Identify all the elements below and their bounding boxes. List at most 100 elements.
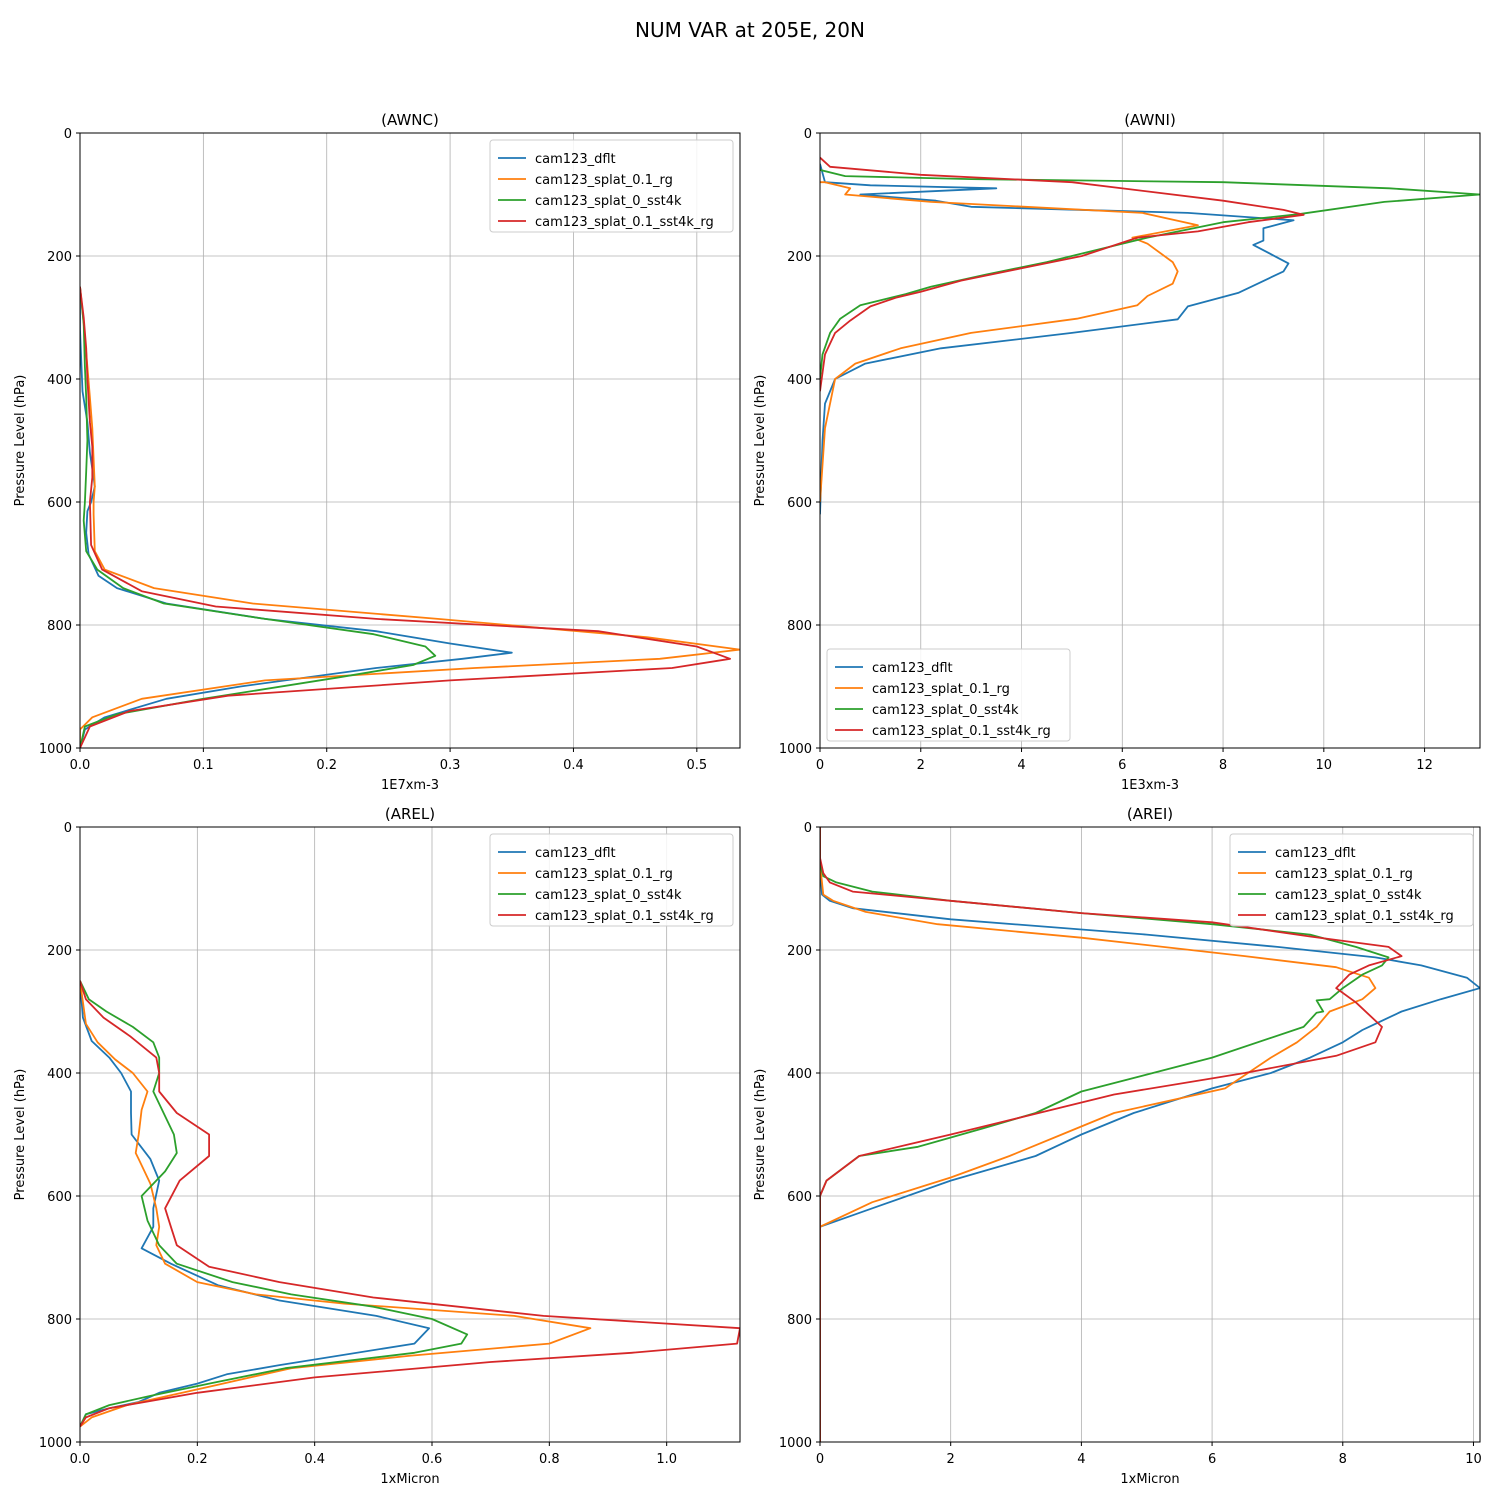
x-tick-label: 8 (1339, 1452, 1347, 1467)
x-tick-label: 1.0 (656, 1452, 677, 1467)
panel-awni: 0 2 4 6 8 10 12 0 200 400 600 800 1000 (AWNI) 1E3xm-3 P… (753, 111, 1481, 793)
legend-label: cam123_splat_0_sst4k (535, 194, 682, 209)
x-tick-label: 0.6 (422, 1452, 443, 1467)
x-tick-label: 10 (1316, 758, 1333, 773)
x-axis-label: 1E7xm-3 (381, 778, 439, 793)
x-tick-label: 0.4 (304, 1452, 325, 1467)
legend-label: cam123_splat_0_sst4k (872, 703, 1019, 718)
y-tick-label: 800 (47, 1313, 72, 1328)
y-tick-label: 200 (47, 250, 72, 265)
figure-suptitle: NUM VAR at 205E, 20N (635, 18, 865, 42)
series-line-cam123-splat-0-sst4k (820, 827, 1390, 1442)
x-axis-label: 1E3xm-3 (1121, 778, 1179, 793)
panel-title: (AWNC) (381, 111, 439, 129)
legend-label: cam123_splat_0.1_rg (1275, 867, 1413, 882)
series-line-cam123-splat-0-1-sst4k-rg (820, 156, 1305, 392)
y-tick-label: 1000 (39, 1436, 72, 1451)
y-tick-label: 0 (64, 821, 72, 836)
y-tick-label: 400 (787, 373, 812, 388)
legend-label: cam123_dflt (535, 846, 616, 861)
x-tick-label: 0.5 (686, 758, 707, 773)
legend-box (826, 648, 1071, 742)
series-line-cam123-splat-0-1-rg (80, 286, 740, 748)
y-tick-label: 400 (47, 1067, 72, 1082)
series-line-cam123-splat-0-1-sst4k-rg (80, 286, 731, 748)
series-line-cam123-dflt (820, 163, 1295, 515)
x-tick-label: 0.8 (539, 1452, 560, 1467)
x-tick-label: 2 (917, 758, 925, 773)
x-tick-label: 0 (816, 1452, 824, 1467)
y-tick-label: 600 (787, 1190, 812, 1205)
series-line-cam123-splat-0-1-rg (80, 980, 592, 1428)
legend-label: cam123_splat_0_sst4k (535, 888, 682, 903)
y-axis-label: Pressure Level (hPa) (753, 375, 768, 507)
y-tick-label: 800 (787, 1313, 812, 1328)
series-group (80, 286, 740, 748)
series-line-cam123-dflt (80, 286, 513, 748)
legend-box (1229, 833, 1474, 927)
y-axis-label: Pressure Level (hPa) (13, 375, 28, 507)
x-axis-label: 1xMicron (1120, 1472, 1179, 1487)
legend-label: cam123_splat_0_sst4k (1275, 888, 1422, 903)
legend-label: cam123_splat_0.1_rg (872, 682, 1010, 697)
y-axis-label: Pressure Level (hPa) (753, 1069, 768, 1201)
series-group (820, 156, 1480, 515)
x-tick-label: 10 (1465, 1452, 1482, 1467)
x-tick-label: 2 (947, 1452, 955, 1467)
axes-frame (79, 132, 741, 749)
y-tick-label: 1000 (39, 742, 72, 757)
y-tick-label: 600 (47, 496, 72, 511)
y-tick-label: 200 (787, 250, 812, 265)
x-tick-label: 12 (1416, 758, 1433, 773)
axes-frame (819, 826, 1481, 1443)
x-tick-label: 6 (1208, 1452, 1216, 1467)
x-tick-label: 0 (816, 758, 824, 773)
legend-label: cam123_splat_0.1_sst4k_rg (1275, 909, 1454, 924)
x-tick-label: 0.1 (193, 758, 214, 773)
legend-label: cam123_splat_0.1_rg (535, 173, 673, 188)
series-line-cam123-splat-0-1-rg (820, 181, 1199, 503)
legend-label: cam123_dflt (535, 152, 616, 167)
panel-title: (AWNI) (1124, 111, 1176, 129)
series-line-cam123-splat-0-sst4k (80, 980, 469, 1427)
legend: cam123_dflt cam123_splat_0.1_rg cam123_spl… (489, 139, 734, 233)
y-tick-label: 0 (804, 127, 812, 142)
series-line-cam123-dflt (820, 827, 1480, 1442)
y-tick-label: 200 (787, 944, 812, 959)
legend-box (489, 139, 734, 233)
x-tick-label: 0.2 (316, 758, 337, 773)
legend-label: cam123_splat_0.1_rg (535, 867, 673, 882)
series-line-cam123-dflt (80, 980, 431, 1427)
y-tick-label: 600 (47, 1190, 72, 1205)
x-tick-label: 0.0 (70, 758, 91, 773)
legend-label: cam123_dflt (872, 661, 953, 676)
series-group (820, 827, 1480, 1442)
legend-label: cam123_splat_0.1_sst4k_rg (535, 909, 714, 924)
y-tick-label: 1000 (779, 1436, 812, 1451)
y-tick-label: 200 (47, 944, 72, 959)
y-tick-label: 0 (804, 821, 812, 836)
legend: cam123_dflt cam123_splat_0.1_rg cam123_spl… (489, 833, 734, 927)
panel-awnc: 0.0 0.1 0.2 0.3 0.4 0.5 0 200 400 600 800 1000 (AWNC… (13, 111, 741, 793)
series-line-cam123-splat-0-sst4k (820, 169, 1480, 380)
x-tick-label: 4 (1077, 1452, 1085, 1467)
panel-arel: 0.0 0.2 0.4 0.6 0.8 1.0 0 200 400 600 800 1000 (AREL… (13, 805, 741, 1487)
series-line-cam123-splat-0-1-sst4k-rg (80, 980, 740, 1428)
series-line-cam123-splat-0-1-rg (820, 827, 1377, 1442)
x-tick-label: 0.2 (187, 1452, 208, 1467)
panel-arei: 0 2 4 6 8 10 0 200 400 600 800 1000 (AREI) 1xMicron Pr… (753, 805, 1482, 1487)
y-tick-label: 400 (47, 373, 72, 388)
panel-title: (AREI) (1127, 805, 1173, 823)
legend-box (489, 833, 734, 927)
y-axis-label: Pressure Level (hPa) (13, 1069, 28, 1201)
x-axis-label: 1xMicron (380, 1472, 439, 1487)
axes-frame (79, 826, 741, 1443)
axes-frame (819, 132, 1481, 749)
x-tick-label: 0.3 (440, 758, 461, 773)
y-tick-label: 400 (787, 1067, 812, 1082)
legend: cam123_dflt cam123_splat_0.1_rg cam123_spl… (826, 648, 1071, 742)
legend-label: cam123_splat_0.1_sst4k_rg (535, 215, 714, 230)
y-tick-label: 1000 (779, 742, 812, 757)
y-tick-label: 800 (47, 619, 72, 634)
